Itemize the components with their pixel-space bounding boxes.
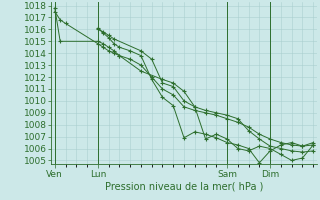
X-axis label: Pression niveau de la mer( hPa ): Pression niveau de la mer( hPa ) bbox=[105, 181, 263, 191]
